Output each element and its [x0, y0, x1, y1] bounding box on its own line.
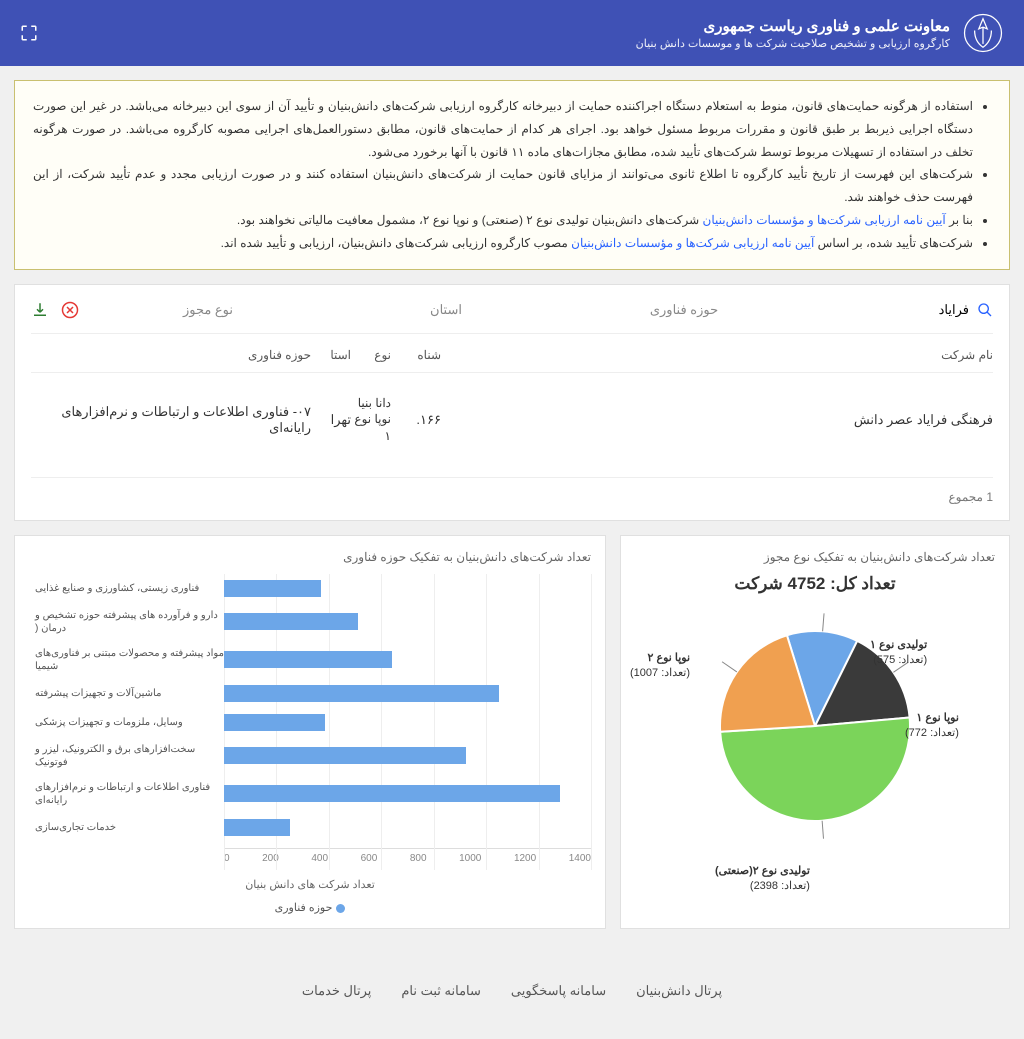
bar-legend: حوزه فناوری	[29, 901, 591, 914]
filter-province[interactable]: استان	[337, 302, 555, 318]
table-footer: 1 مجموع	[31, 477, 993, 504]
bar-label: مواد پیشرفته و محصولات مبتنی بر فناوری‌ه…	[29, 647, 224, 673]
pie-slice[interactable]	[720, 717, 910, 821]
search-input[interactable]	[849, 302, 969, 317]
search-icon	[977, 302, 993, 318]
bar-row: خدمات تجاری‌سازی	[29, 819, 591, 836]
th-name: نام شرکت	[441, 348, 993, 362]
bar-fill[interactable]	[224, 819, 290, 836]
notice-item: شرکت‌های تأیید شده، بر اساس آیین نامه ار…	[33, 232, 973, 255]
notice-item: بنا بر آیین نامه ارزیابی شرکت‌ها و مؤسسا…	[33, 209, 973, 232]
footer-link[interactable]: پرتال خدمات	[302, 983, 371, 999]
pie-chart-card: تعداد شرکت‌های دانش‌بنیان به تفکیک نوع م…	[620, 535, 1010, 929]
th-type: نوع	[351, 348, 391, 362]
pie-title: تعداد شرکت‌های دانش‌بنیان به تفکیک نوع م…	[635, 550, 995, 564]
bar-label: ماشین‌آلات و تجهیزات پیشرفته	[29, 687, 224, 700]
bar-fill[interactable]	[224, 580, 321, 597]
bar-fill[interactable]	[224, 651, 392, 668]
footer-link[interactable]: سامانه ثبت نام	[401, 983, 481, 999]
bar-label: سخت‌افزارهای برق و الکترونیک، لیزر و فوت…	[29, 743, 224, 769]
bar-axis: 0200400600800100012001400	[224, 848, 591, 864]
notice-box: استفاده از هرگونه حمایت‌های قانون، منوط …	[14, 80, 1010, 270]
notice-link[interactable]: آیین نامه ارزیابی شرکت‌ها و مؤسسات دانش‌…	[703, 213, 946, 227]
bar-label: دارو و فرآورده های پیشرفته حوزه تشخیص و …	[29, 609, 224, 635]
bar-row: وسایل، ملزومات و تجهیزات پزشکی	[29, 714, 591, 731]
pie-total: تعداد کل: 4752 شرکت	[635, 574, 995, 594]
pie-label: نوپا نوع ۲(تعداد: 1007)	[630, 651, 690, 682]
bar-title: تعداد شرکت‌های دانش‌بنیان به تفکیک حوزه …	[29, 550, 591, 564]
bar-label: فناوری اطلاعات و ارتباطات و نرم‌افزارهای…	[29, 781, 224, 807]
bar-row: فناوری اطلاعات و ارتباطات و نرم‌افزارهای…	[29, 781, 591, 807]
pie-label: تولیدی نوع ۲(صنعتی)(تعداد: 2398)	[715, 864, 810, 895]
table-header: نام شرکت شناه نوع استا حوزه فناوری	[31, 348, 993, 373]
table-row: فرهنگی فرایاد عصر دانش ۱۶۶. دانا بنیا نو…	[31, 383, 993, 457]
expand-icon[interactable]	[20, 24, 38, 42]
th-field: حوزه فناوری	[31, 348, 311, 362]
bar-row: دارو و فرآورده های پیشرفته حوزه تشخیص و …	[29, 609, 591, 635]
filter-field[interactable]: حوزه فناوری	[575, 302, 793, 318]
footer-link[interactable]: سامانه پاسخگویی	[511, 983, 606, 999]
filter-license[interactable]: نوع مجوز	[99, 302, 317, 318]
bar-row: فناوری زیستی، کشاورزی و صنایع غذایی	[29, 580, 591, 597]
iran-emblem-icon	[962, 12, 1004, 54]
bar-fill[interactable]	[224, 685, 499, 702]
footer: پرتال دانش‌بنیان سامانه پاسخگویی سامانه ثب…	[0, 943, 1024, 1039]
notice-link[interactable]: آیین نامه ارزیابی شرکت‌ها و مؤسسات دانش‌…	[571, 236, 814, 250]
footer-link[interactable]: پرتال دانش‌بنیان	[636, 983, 722, 999]
download-icon[interactable]	[31, 301, 49, 319]
pie-label: تولیدی نوع ۱(تعداد: 575)	[870, 638, 927, 669]
cell-id: ۱۶۶.	[391, 412, 441, 428]
bar-row: ماشین‌آلات و تجهیزات پیشرفته	[29, 685, 591, 702]
clear-icon[interactable]	[61, 301, 79, 319]
bar-row: مواد پیشرفته و محصولات مبتنی بر فناوری‌ه…	[29, 647, 591, 673]
th-prov: استا	[311, 348, 351, 362]
bar-fill[interactable]	[224, 785, 560, 802]
bar-row: سخت‌افزارهای برق و الکترونیک، لیزر و فوت…	[29, 743, 591, 769]
cell-prov: تهرا	[311, 412, 351, 428]
header: معاونت علمی و فناوری ریاست جمهوری کارگرو…	[0, 0, 1024, 66]
pie-label: نوپا نوع ۱(تعداد: 772)	[905, 711, 959, 742]
bar-chart-card: تعداد شرکت‌های دانش‌بنیان به تفکیک حوزه …	[14, 535, 606, 929]
bar-xlabel: تعداد شرکت های دانش بنیان	[29, 878, 591, 891]
search-card: حوزه فناوری استان نوع مجوز نام شرکت شناه…	[14, 284, 1010, 521]
bar-label: فناوری زیستی، کشاورزی و صنایع غذایی	[29, 582, 224, 595]
cell-type: دانا بنیا نوپا نوع ۱	[351, 395, 391, 445]
header-title: معاونت علمی و فناوری ریاست جمهوری	[636, 17, 950, 35]
bar-fill[interactable]	[224, 714, 325, 731]
th-id: شناه	[391, 348, 441, 362]
bar-fill[interactable]	[224, 613, 358, 630]
header-subtitle: کارگروه ارزیابی و تشخیص صلاحیت شرکت ها و…	[636, 37, 950, 50]
bar-label: وسایل، ملزومات و تجهیزات پزشکی	[29, 716, 224, 729]
bar-label: خدمات تجاری‌سازی	[29, 821, 224, 834]
notice-item: شرکت‌های این فهرست از تاریخ تأیید کارگرو…	[33, 163, 973, 209]
bar-fill[interactable]	[224, 747, 466, 764]
cell-name: فرهنگی فرایاد عصر دانش	[441, 412, 993, 428]
cell-field: ۰۷- فناوری اطلاعات و ارتباطات و نرم‌افزا…	[31, 404, 311, 436]
notice-item: استفاده از هرگونه حمایت‌های قانون، منوط …	[33, 95, 973, 163]
